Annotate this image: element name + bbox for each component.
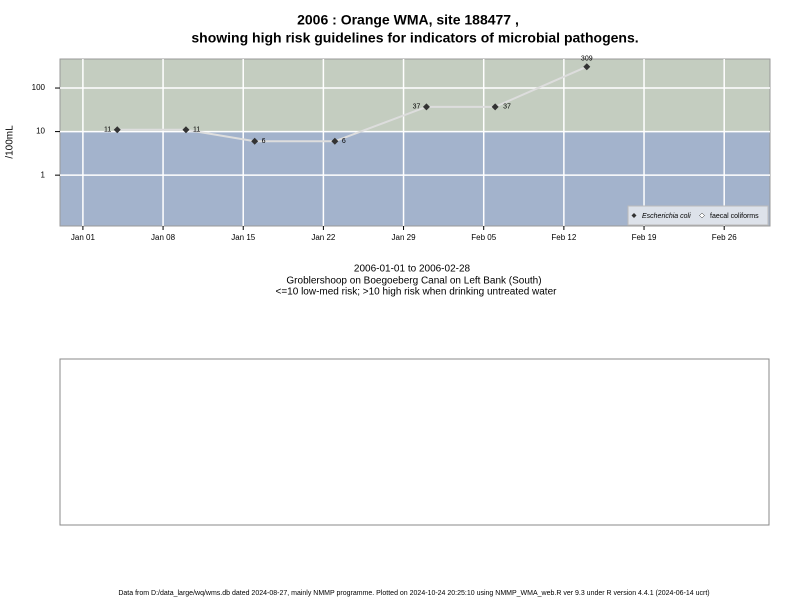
data-point — [182, 126, 190, 134]
high-risk-band — [60, 59, 770, 132]
legend-marker — [699, 212, 705, 219]
x-tick-label: Jan 08 — [151, 233, 176, 242]
legend-label: Escherichia coli — [642, 213, 691, 220]
data-label: 37 — [413, 104, 421, 111]
data-label: 309 — [581, 56, 593, 63]
legend-marker — [631, 213, 637, 218]
y-tick-label: 10 — [36, 127, 45, 136]
x-tick-label: Jan 15 — [231, 233, 256, 242]
x-tick-label: Feb 05 — [471, 233, 496, 242]
data-point — [491, 103, 499, 111]
x-tick-label: Feb 26 — [712, 233, 737, 242]
x-tick-label: Feb 12 — [551, 233, 576, 242]
data-label: 6 — [342, 138, 346, 145]
data-label: 37 — [503, 104, 511, 111]
legend-box — [627, 205, 769, 226]
note: 2006-01-01 to 2006-02-28 — [354, 264, 471, 275]
data-label: 6 — [262, 138, 266, 145]
x-tick-label: Feb 19 — [632, 233, 657, 242]
footer: Data from D:/data_large/wq/wms.db dated … — [118, 590, 709, 597]
x-tick-label: Jan 29 — [392, 233, 417, 242]
x-tick-label: Jan 22 — [311, 233, 336, 242]
chart-title: 2006 : Orange WMA, site 188477 , — [297, 12, 519, 28]
y-tick-label: 100 — [32, 83, 46, 92]
data-label: 11 — [104, 127, 111, 134]
plot-frame — [59, 58, 771, 227]
data-point — [251, 137, 259, 145]
y-tick-label: 1 — [41, 170, 46, 179]
data-point — [113, 126, 121, 134]
data-label: 11 — [193, 127, 200, 134]
note: Groblershoop on Boegoeberg Canal on Left… — [286, 276, 541, 287]
data-point — [331, 137, 339, 145]
legend-label: faecal coliforms — [710, 213, 759, 220]
y-axis-label: /100mL — [5, 125, 16, 159]
x-tick-label: Jan 01 — [71, 233, 96, 242]
data-point — [422, 103, 430, 111]
empty-panel — [59, 358, 770, 526]
chart-subtitle: showing high risk guidelines for indicat… — [191, 30, 638, 46]
note: <=10 low-med risk; >10 high risk when dr… — [276, 287, 558, 298]
data-point — [583, 63, 591, 71]
